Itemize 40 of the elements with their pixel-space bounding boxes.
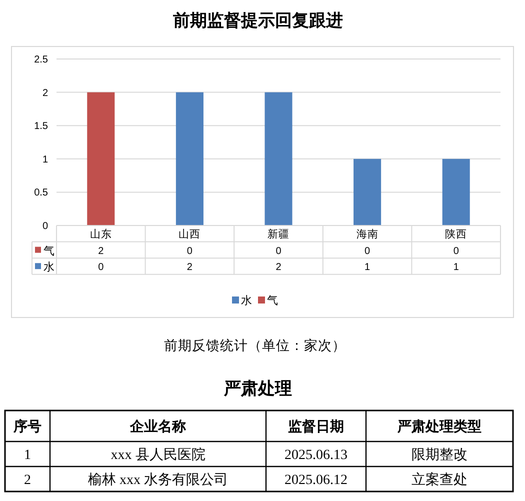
y-tick: 1.5 (34, 121, 48, 132)
title: 前期监督提示回复跟进 (173, 11, 343, 30)
data-label: 1 (453, 262, 459, 274)
table-cell: 限期整改 (412, 448, 468, 463)
table-cell: xxx 县人民医院 (110, 448, 206, 463)
x-tick: 山西 (178, 228, 201, 240)
legend-label: 气 (267, 295, 278, 307)
x-tick: 海南 (356, 228, 378, 240)
data-label: 1 (364, 262, 370, 274)
legend-label: 水 (241, 295, 252, 307)
y-tick: 1 (42, 154, 48, 166)
table-cell: 2025.06.12 (284, 473, 348, 488)
x-tick: 山东 (90, 228, 112, 240)
data-label: 2 (98, 246, 104, 257)
data-label: 0 (364, 246, 370, 257)
y-tick: 0 (42, 221, 48, 232)
title: 严肃处理 (224, 379, 292, 398)
table-cell: 立案查处 (412, 473, 468, 488)
table-series: 水 (44, 262, 54, 274)
data-label: 0 (453, 246, 459, 257)
data-label: 0 (98, 262, 104, 274)
data-label: 0 (186, 246, 192, 257)
table-cell: 2 (24, 473, 31, 488)
table-header: 监督日期 (288, 420, 344, 435)
y-tick: 2 (42, 88, 48, 99)
annotation: 前期反馈统计（单位：家次） (164, 338, 346, 353)
table-header: 严肃处理类型 (398, 420, 482, 435)
table-cell: 2025.06.13 (284, 448, 348, 463)
table-header: 企业名称 (130, 420, 186, 435)
data-label: 2 (186, 262, 192, 274)
data-label: 2 (276, 262, 282, 274)
y-tick: 2.5 (34, 54, 48, 66)
table-cell: 1 (24, 448, 31, 463)
table-series: 气 (44, 245, 54, 258)
y-tick: 0.5 (34, 188, 48, 199)
table-header: 序号 (14, 420, 42, 435)
x-tick: 新疆 (268, 228, 290, 240)
data-label: 0 (276, 246, 282, 257)
table-cell: 榆林 xxx 水务有限公司 (88, 473, 228, 488)
x-tick: 陕西 (445, 228, 468, 240)
